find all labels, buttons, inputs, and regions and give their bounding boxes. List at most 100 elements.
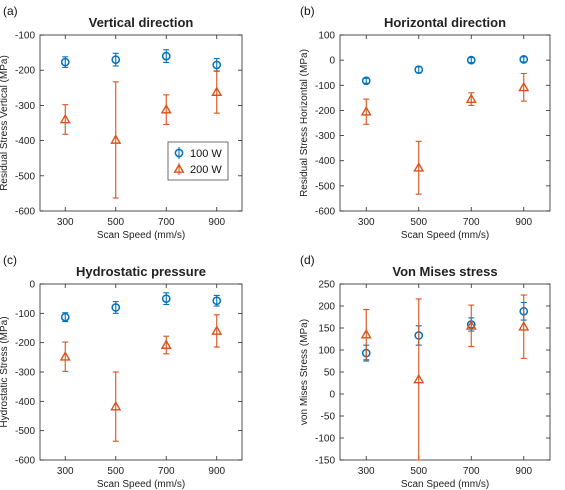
y-tick-label: -300 <box>15 101 35 112</box>
legend-entry: 100 W <box>190 148 222 160</box>
data-point-200w <box>360 105 372 116</box>
y-tick-label: -500 <box>315 181 335 192</box>
axes-box <box>39 283 243 461</box>
data-point-100w <box>60 57 70 67</box>
y-tick-label: -600 <box>15 456 35 467</box>
data-point-200w <box>110 400 122 411</box>
y-tick-label: 0 <box>329 56 335 67</box>
x-tick-label: 900 <box>208 466 225 477</box>
y-tick-label: 100 <box>318 346 335 357</box>
y-tick-label: -400 <box>15 397 35 408</box>
y-tick-label: -100 <box>315 81 335 92</box>
x-tick-label: 700 <box>158 466 175 477</box>
y-tick-label: -600 <box>15 207 35 218</box>
data-point-100w <box>361 76 371 86</box>
y-tick-label: -100 <box>315 434 335 445</box>
chart-title: Vertical direction <box>89 15 194 30</box>
data-point-100w <box>414 65 424 75</box>
axes-box <box>339 283 551 461</box>
y-tick-label: -500 <box>15 426 35 437</box>
x-axis-label: Scan Speed (mm/s) <box>401 230 489 241</box>
legend-marker <box>174 148 184 158</box>
axes-box <box>339 34 551 212</box>
chart-panel-2: (b) Horizontal direction -600 -500 -400 -300 -… <box>299 4 551 241</box>
axes-box <box>39 34 243 212</box>
x-axis-label: Scan Speed (mm/s) <box>97 230 185 241</box>
x-tick-label: 300 <box>358 217 375 228</box>
chart-panel-1: (a) Vertical direction -600 -500 -400 -300 -20… <box>0 4 243 241</box>
y-tick-label: -400 <box>15 136 35 147</box>
data-point-100w <box>212 60 222 70</box>
data-point-200w <box>465 93 477 104</box>
panel-label: (a) <box>3 4 18 18</box>
x-tick-label: 900 <box>515 466 532 477</box>
chart-title: Von Mises stress <box>392 264 497 279</box>
data-point-200w <box>518 320 530 331</box>
chart-title: Hydrostatic pressure <box>76 264 206 279</box>
data-point-200w <box>518 81 530 92</box>
y-tick-label: -50 <box>321 412 336 423</box>
x-tick-label: 300 <box>57 466 74 477</box>
y-tick-label: -600 <box>315 207 335 218</box>
y-tick-label: -150 <box>315 456 335 467</box>
y-tick-label: 0 <box>329 390 335 401</box>
x-axis-label: Scan Speed (mm/s) <box>97 479 185 490</box>
y-tick-label: 150 <box>318 324 335 335</box>
y-tick-label: -500 <box>15 171 35 182</box>
data-point-200w <box>160 103 172 114</box>
y-tick-label: 50 <box>324 368 336 379</box>
data-point-100w <box>60 312 70 322</box>
x-tick-label: 500 <box>107 217 124 228</box>
data-point-100w <box>111 55 121 64</box>
data-point-200w <box>413 162 425 172</box>
x-tick-label: 300 <box>57 217 74 228</box>
legend-marker <box>173 163 185 173</box>
y-axis-label: von Mises Stress (MPa) <box>299 319 310 425</box>
x-tick-label: 900 <box>208 217 225 228</box>
panel-label: (b) <box>300 4 315 18</box>
y-axis-label: Residual Stress Vertical (MPa) <box>0 55 10 191</box>
x-tick-label: 500 <box>410 217 427 228</box>
data-point-200w <box>59 351 71 361</box>
data-point-200w <box>59 113 71 124</box>
data-point-100w <box>212 296 222 306</box>
data-point-200w <box>360 328 372 339</box>
x-tick-label: 500 <box>410 466 427 477</box>
x-tick-label: 500 <box>107 466 124 477</box>
y-tick-label: -200 <box>315 106 335 117</box>
panel-label: (d) <box>300 253 315 267</box>
chart-title: Horizontal direction <box>384 15 506 30</box>
data-point-100w <box>466 55 476 65</box>
data-point-200w <box>110 134 122 144</box>
data-point-100w <box>161 294 171 304</box>
legend-entry: 200 W <box>190 164 222 176</box>
x-axis-label: Scan Speed (mm/s) <box>401 479 489 490</box>
y-tick-label: -200 <box>15 66 35 77</box>
y-tick-label: -400 <box>315 156 335 167</box>
x-tick-label: 700 <box>463 466 480 477</box>
x-tick-label: 700 <box>463 217 480 228</box>
data-point-100w <box>161 51 171 61</box>
y-axis-label: Residual Stress Horizontal (MPa) <box>299 49 310 197</box>
data-point-200w <box>413 373 425 384</box>
data-point-200w <box>211 86 223 96</box>
chart-panel-3: (c) Hydrostatic pressure -600 -500 -400 -300 -… <box>0 253 243 490</box>
y-tick-label: 250 <box>318 280 335 291</box>
x-tick-label: 300 <box>358 466 375 477</box>
chart-panel-4: (d) Von Mises stress -150 -100 -50 0 50 100 150 2… <box>299 253 551 490</box>
y-tick-label: -300 <box>15 368 35 379</box>
y-tick-label: -100 <box>15 309 35 320</box>
y-tick-label: 100 <box>318 31 335 42</box>
y-axis-label: Hydrostatic Stress (MPa) <box>0 316 10 427</box>
data-point-200w <box>160 339 172 349</box>
y-tick-label: 200 <box>318 302 335 313</box>
panel-label: (c) <box>3 253 17 267</box>
y-tick-label: -100 <box>15 31 35 42</box>
y-tick-label: 0 <box>29 280 35 291</box>
data-point-200w <box>465 320 477 330</box>
y-tick-label: -300 <box>315 131 335 142</box>
legend-box <box>167 141 229 181</box>
data-point-200w <box>211 325 223 335</box>
y-tick-label: -200 <box>15 338 35 349</box>
